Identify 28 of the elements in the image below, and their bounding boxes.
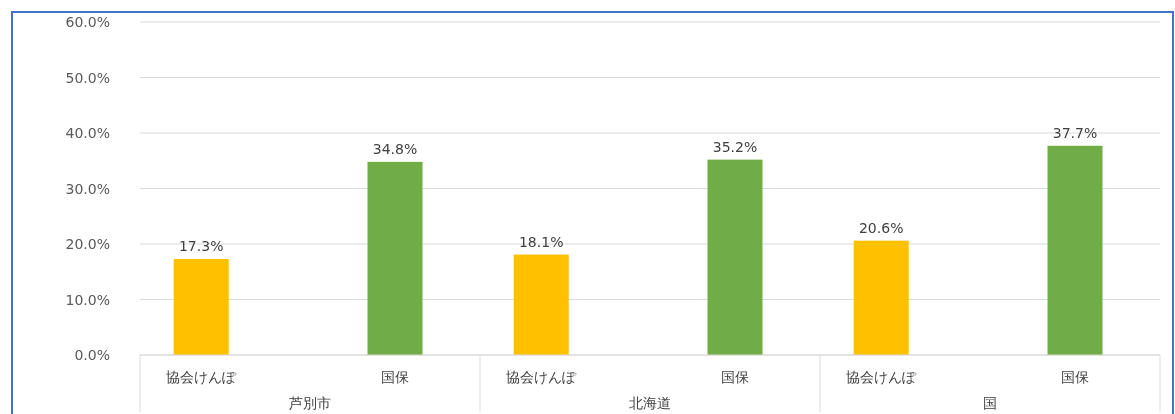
x-tick-label: 芦別市 <box>289 395 331 411</box>
y-tick-label: 60.0% <box>65 14 110 30</box>
x-tick-label: 国 <box>983 395 997 411</box>
bar <box>367 161 423 355</box>
y-tick-label: 50.0% <box>65 69 110 86</box>
y-tick-label: 30.0% <box>65 180 110 197</box>
text: 20.6% <box>858 219 904 236</box>
text: 37.7% <box>1052 124 1098 141</box>
x-tick-label: 北海道 <box>629 395 671 411</box>
text: 18.1% <box>518 233 564 250</box>
bar <box>707 159 763 355</box>
bar <box>513 254 569 355</box>
series-label: 国保 <box>381 369 409 385</box>
bar <box>1047 145 1103 355</box>
text: 協会けんぽ <box>846 369 917 385</box>
text: 35.2% <box>712 138 758 155</box>
series-label: 協会けんぽ <box>166 369 238 385</box>
y-tick-label: 20.0% <box>65 236 110 252</box>
text: 国保 <box>1061 369 1089 385</box>
bar <box>853 240 909 355</box>
y-tick-label: 0.0% <box>74 347 110 363</box>
y-tick-label: 10.0% <box>65 291 110 308</box>
y-tick-label: 40.0% <box>65 125 110 141</box>
text: 協会けんぽ <box>506 369 577 385</box>
bar <box>173 258 229 355</box>
text: 34.8% <box>372 140 418 157</box>
text: 国保 <box>721 369 749 385</box>
text: 17.3% <box>178 237 224 254</box>
